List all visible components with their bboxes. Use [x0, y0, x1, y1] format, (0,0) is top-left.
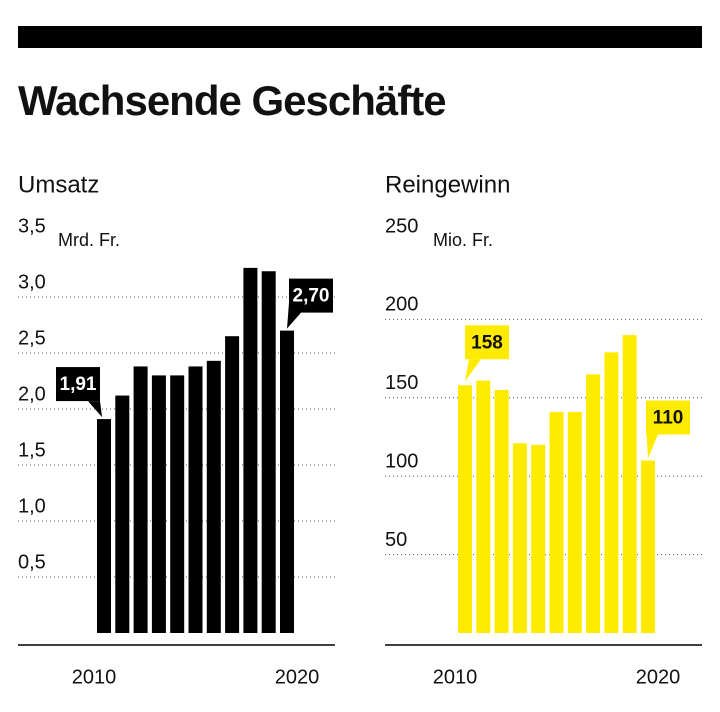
- y-tick-label: 150: [385, 372, 418, 394]
- top-bar: [18, 26, 702, 48]
- unit-label: Mrd. Fr.: [58, 230, 120, 250]
- y-tick-label: 100: [385, 450, 418, 472]
- y-tick-label: 3,5: [18, 215, 46, 237]
- x-tick-label: 2020: [636, 666, 681, 688]
- bar: [133, 366, 148, 633]
- bar: [586, 374, 601, 633]
- bar: [151, 375, 166, 633]
- value-label: 110: [653, 408, 684, 429]
- callout-pointer: [646, 424, 658, 459]
- callout-pointer: [88, 401, 102, 418]
- y-tick-label: 0,5: [18, 551, 46, 573]
- bar: [476, 380, 491, 633]
- bar: [458, 385, 472, 633]
- bar: [641, 460, 655, 633]
- bar: [567, 411, 582, 633]
- bar: [261, 271, 276, 633]
- y-tick-label: 1,0: [18, 495, 46, 517]
- value-label: 158: [471, 332, 503, 353]
- bar: [188, 366, 203, 633]
- bar: [531, 444, 546, 633]
- callout-box: [56, 367, 100, 402]
- callout-pointer: [465, 359, 481, 382]
- bar: [225, 336, 240, 633]
- y-tick-label: 3,0: [18, 271, 46, 293]
- y-tick-label: 200: [385, 294, 418, 316]
- bar: [170, 375, 185, 633]
- callout-box: [646, 400, 690, 435]
- y-tick-label: 250: [385, 215, 418, 237]
- y-tick-label: 2,0: [18, 383, 46, 405]
- value-label: 2,70: [293, 286, 330, 307]
- x-tick-label: 2020: [275, 666, 320, 688]
- bar: [206, 360, 221, 633]
- y-tick-label: 1,5: [18, 439, 46, 461]
- y-tick-label: 50: [385, 529, 407, 551]
- bar: [494, 389, 509, 633]
- callout-box: [465, 325, 509, 360]
- callout-pointer: [287, 302, 301, 329]
- bar: [243, 267, 258, 633]
- y-tick-label: 2,5: [18, 327, 46, 349]
- x-tick-label: 2010: [72, 666, 117, 688]
- bar: [622, 335, 637, 633]
- chart-title: Reingewinn: [385, 171, 510, 198]
- bar: [549, 411, 564, 633]
- unit-label: Mio. Fr.: [433, 230, 493, 250]
- callout-box: [289, 278, 333, 313]
- bar: [97, 419, 111, 633]
- bar: [280, 330, 294, 633]
- value-label: 1,91: [60, 374, 97, 395]
- page-title: Wachsende Geschäfte: [18, 77, 446, 124]
- bar: [115, 395, 130, 633]
- bar: [512, 443, 527, 633]
- chart-title: Umsatz: [18, 171, 99, 198]
- bar: [604, 352, 619, 633]
- x-tick-label: 2010: [433, 666, 478, 688]
